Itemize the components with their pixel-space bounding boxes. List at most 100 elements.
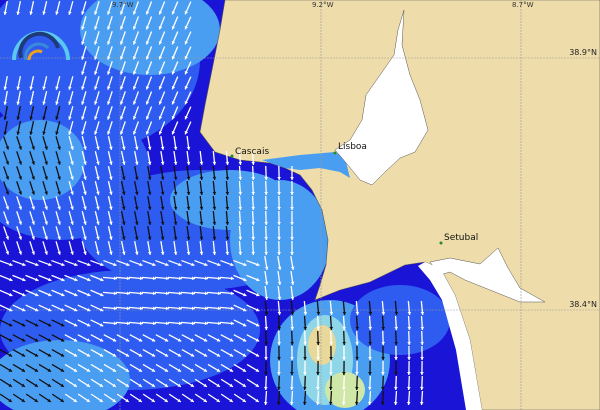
wave-arrow-head <box>8 353 13 357</box>
wave-arrow-head <box>251 221 256 225</box>
wave-arrow-head <box>138 368 143 372</box>
wave-arrow-head <box>70 206 74 210</box>
wave-arrow-head <box>81 86 85 90</box>
wave-arrow-head <box>139 262 143 267</box>
wave-arrow-head <box>70 251 74 255</box>
place-lisboa[interactable]: Lisboa <box>338 142 367 152</box>
wave-arrow-head <box>277 206 281 210</box>
wave-arrow-head <box>177 383 181 387</box>
wave-arrow-head <box>186 236 191 240</box>
wave-arrow-head <box>99 398 103 402</box>
place-setubal[interactable]: Setubal <box>444 233 478 243</box>
wave-arrow-head <box>238 191 243 195</box>
wave-arrow-head <box>16 101 20 105</box>
wave-arrow-head <box>191 321 195 326</box>
wave-arrow-head <box>29 86 33 90</box>
wave-arrow-head <box>303 326 308 330</box>
wave-arrow-head <box>109 236 113 240</box>
wave-arrow-head <box>31 251 35 255</box>
wave-arrow-head <box>355 311 360 315</box>
zone-light <box>0 120 85 200</box>
wave-arrow-head <box>303 341 307 345</box>
wave-arrow-head <box>73 308 78 312</box>
wave-arrow-head <box>132 56 137 60</box>
wave-arrow-head <box>290 176 294 180</box>
wave-arrow-head <box>243 262 247 267</box>
wave-arrow-head <box>204 276 208 281</box>
wave-arrow-head <box>160 176 165 180</box>
wave-arrow-head <box>57 191 61 195</box>
wave-arrow-head <box>8 323 13 327</box>
wave-arrow-head <box>107 56 111 60</box>
wave-arrow-head <box>107 26 111 30</box>
wave-arrow-head <box>242 398 246 402</box>
wave-arrow-head <box>264 371 268 375</box>
wave-arrow-head <box>158 116 163 120</box>
wave-arrow-head <box>21 383 25 387</box>
wave-arrow-head <box>171 130 176 135</box>
wave-arrow-head <box>184 70 189 75</box>
wave-arrow-head <box>5 236 10 240</box>
wave-arrow-head <box>199 161 204 165</box>
wave-arrow-head <box>61 262 65 267</box>
wave-arrow-head <box>112 368 117 372</box>
place-cascais[interactable]: Cascais <box>235 147 269 157</box>
wave-arrow-head <box>242 308 247 312</box>
wave-arrow-head <box>16 86 20 90</box>
wave-arrow-head <box>94 41 98 45</box>
wave-arrow-head <box>81 131 85 135</box>
wave-arrow-head <box>109 191 113 195</box>
wave-arrow-head <box>229 398 233 402</box>
wave-arrow-head <box>164 368 169 372</box>
wave-arrow-head <box>158 131 163 135</box>
wave-arrow-head <box>255 308 260 312</box>
wave-arrow-head <box>68 131 72 135</box>
wave-arrow-head <box>199 191 204 195</box>
wave-arrow-head <box>151 383 155 387</box>
wave-arrow-head <box>164 383 168 387</box>
wave-arrow-head <box>122 236 126 240</box>
wave-arrow-head <box>86 353 91 357</box>
wave-arrow-head <box>48 277 52 282</box>
wave-arrow-head <box>94 116 98 120</box>
wave-arrow-head <box>178 262 182 267</box>
wave-arrow-head <box>70 146 74 150</box>
wave-arrow-head <box>48 262 52 267</box>
wave-arrow-head <box>229 368 234 372</box>
wave-arrow-head <box>243 277 247 282</box>
wave-arrow-head <box>134 191 139 195</box>
wave-arrow-head <box>277 176 281 180</box>
sado-estuary <box>429 247 546 303</box>
wave-arrow-head <box>22 262 26 267</box>
wave-arrow-head <box>255 338 260 342</box>
wave-arrow-head <box>109 176 113 180</box>
wave-arrow-head <box>16 11 20 15</box>
wave-arrow-head <box>420 341 424 345</box>
wave-arrow-head <box>119 56 124 60</box>
wave-arrow-head <box>138 353 143 357</box>
wave-arrow-head <box>186 161 191 165</box>
wave-arrow-head <box>47 338 52 342</box>
wave-arrow-head <box>407 386 411 390</box>
wave-arrow-head <box>256 277 260 282</box>
wave-arrow-head <box>57 251 61 255</box>
wave-arrow-head <box>96 206 100 210</box>
wave-arrow-head <box>264 176 268 180</box>
wave-arrow-head <box>152 276 156 281</box>
wave-arrow-head <box>122 146 126 150</box>
wave-arrow-head <box>86 398 90 402</box>
wave-arrow-head <box>355 371 359 375</box>
wave-arrow-head <box>203 353 208 357</box>
wave-arrow-head <box>31 221 35 225</box>
wave-arrow-head <box>316 311 321 315</box>
wave-arrow-head <box>83 221 87 225</box>
wave-arrow-head <box>289 401 294 405</box>
wave-arrow-head <box>212 176 217 180</box>
wave-arrow-head <box>109 161 113 165</box>
wave-arrow-head <box>73 368 78 372</box>
wave-direction-arrows <box>0 0 425 406</box>
wave-arrow-head <box>152 262 156 267</box>
wave-arrow-head <box>264 296 269 300</box>
